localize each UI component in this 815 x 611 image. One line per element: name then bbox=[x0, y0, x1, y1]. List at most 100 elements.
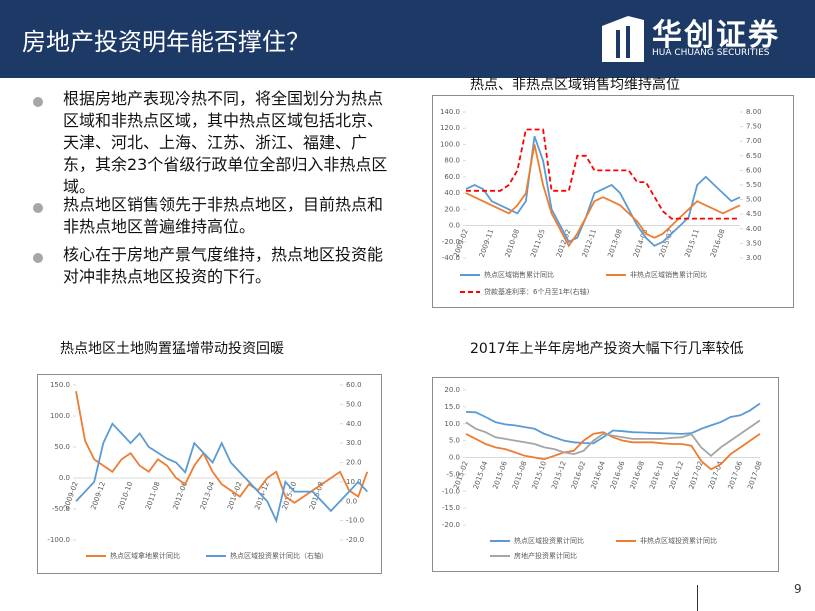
x-tick-label: 2010-10 bbox=[117, 481, 135, 511]
y-tick-label: 15.0 bbox=[444, 403, 460, 411]
x-tick-label: 2016-08 bbox=[709, 228, 727, 258]
y2-tick-label: 60.0 bbox=[346, 381, 362, 389]
x-tick-label: 2016-02 bbox=[570, 460, 588, 490]
series-line bbox=[465, 144, 741, 248]
chart-title: 热点、非热点区域销售均维持高位 bbox=[470, 77, 680, 93]
x-tick-label: 2010-08 bbox=[504, 228, 522, 258]
y-tick-label: 10.0 bbox=[444, 420, 460, 428]
y-tick-label: -10.0 bbox=[442, 487, 460, 495]
series-line bbox=[465, 402, 761, 445]
series-line bbox=[75, 391, 369, 504]
x-tick-label: 2017-02 bbox=[687, 460, 705, 490]
y-tick-label: -50.0 bbox=[52, 505, 70, 513]
chart-title: 2017年上半年房地产投资大幅下行几率较低 bbox=[470, 341, 744, 357]
chart-title: 热点地区土地购置猛增带动投资回暖 bbox=[60, 341, 284, 357]
x-tick-label: 2015-06 bbox=[491, 460, 509, 491]
x-tick-label: 2013-08 bbox=[606, 228, 624, 258]
x-tick-label: 2011-08 bbox=[144, 481, 162, 511]
y2-tick-label: 5.00 bbox=[746, 196, 762, 204]
y-tick-label: 80.0 bbox=[444, 157, 460, 165]
y-tick-label: 60.0 bbox=[444, 173, 460, 181]
bullet-dot bbox=[33, 97, 43, 107]
legend-label: 热点区域投资累计同比 bbox=[514, 536, 584, 545]
y2-tick-label: 40.0 bbox=[346, 420, 362, 428]
y-tick-label: 0.0 bbox=[59, 474, 70, 482]
logo-subtitle: HUA CHUANG SECURITIES bbox=[652, 48, 770, 58]
y2-tick-label: 0.0 bbox=[346, 497, 357, 505]
series-line bbox=[465, 431, 761, 471]
y2-tick-label: 30.0 bbox=[346, 439, 362, 447]
bullet-dot bbox=[33, 203, 43, 213]
y-tick-label: 0.0 bbox=[449, 454, 460, 462]
y-tick-label: -20.0 bbox=[442, 521, 460, 529]
y-tick-label: 40.0 bbox=[444, 189, 460, 197]
x-tick-label: 2014-05 bbox=[632, 228, 650, 258]
chart-frame bbox=[432, 377, 779, 572]
y-tick-label: 0.0 bbox=[449, 222, 460, 230]
y2-tick-label: 8.00 bbox=[746, 108, 762, 116]
x-tick-label: 2017-06 bbox=[727, 460, 745, 491]
y-tick-label: 20.0 bbox=[444, 386, 460, 394]
legend-label: 非热点区域投资累计同比 bbox=[640, 536, 717, 545]
bullet-text: 热点地区销售领先于非热点地区，目前热点和非热点地区普遍维持高位。 bbox=[63, 195, 384, 236]
y2-tick-label: -20.0 bbox=[346, 536, 364, 544]
x-tick-label: 2016-04 bbox=[589, 460, 607, 491]
y-tick-label: 100.0 bbox=[50, 412, 70, 420]
page-number: 9 bbox=[794, 582, 802, 596]
x-tick-label: 2015-11 bbox=[683, 228, 701, 258]
x-tick-label: 2017-08 bbox=[746, 460, 764, 490]
series-line bbox=[465, 419, 761, 457]
chart-frame bbox=[432, 95, 794, 308]
legend-label: 热点区域销售累计同比 bbox=[484, 270, 554, 279]
legend-label: 贷款基准利率：6个月至1年(右轴) bbox=[484, 287, 590, 296]
legend-label: 热点区域投资累计同比（右轴） bbox=[230, 551, 328, 560]
bullet-text: 核心在于房地产景气度维持，热点地区投资能对冲非热点地区投资的下行。 bbox=[63, 245, 384, 286]
x-tick-label: 2012-06 bbox=[171, 480, 189, 511]
series-line bbox=[465, 136, 741, 247]
x-tick-label: 2015-12 bbox=[550, 460, 568, 490]
series-line bbox=[466, 128, 740, 220]
y-tick-label: -100.0 bbox=[47, 536, 70, 544]
legend-label: 热点区域拿地累计同比 bbox=[110, 551, 180, 560]
y-tick-label: 5.0 bbox=[449, 437, 460, 445]
logo-icon bbox=[602, 16, 644, 62]
bullet-text: 根据房地产表现冷热不同，将全国划分为热点区域和非热点区域，其中热点区域包括北京、… bbox=[63, 89, 388, 196]
x-tick-label: 2016-08 bbox=[629, 460, 647, 490]
y2-tick-label: 3.00 bbox=[746, 254, 762, 262]
x-tick-label: 2012-11 bbox=[581, 228, 599, 258]
x-tick-label: 2015-04 bbox=[472, 460, 490, 491]
x-tick-label: 2011-05 bbox=[529, 228, 547, 258]
y2-tick-label: 6.00 bbox=[746, 166, 762, 174]
x-tick-label: 2009-11 bbox=[478, 228, 496, 258]
y-tick-label: -40.0 bbox=[442, 254, 460, 262]
y2-tick-label: 5.50 bbox=[746, 181, 762, 189]
slide-title: 房地产投资明年能否撑住？ bbox=[22, 28, 310, 56]
y2-tick-label: 20.0 bbox=[346, 459, 362, 467]
header-bar bbox=[0, 0, 815, 78]
y2-tick-label: 6.50 bbox=[746, 152, 762, 160]
y2-tick-label: 10.0 bbox=[346, 478, 362, 486]
y2-tick-label: -10.0 bbox=[346, 517, 364, 525]
y-tick-label: -20.0 bbox=[442, 238, 460, 246]
y-tick-label: 150.0 bbox=[50, 381, 70, 389]
y2-tick-label: 3.50 bbox=[746, 239, 762, 247]
chart-frame bbox=[37, 374, 382, 574]
y-tick-label: 140.0 bbox=[440, 108, 460, 116]
y2-tick-label: 4.00 bbox=[746, 225, 762, 233]
legend-label: 非热点区域销售累计同比 bbox=[630, 270, 707, 279]
x-tick-label: 2015-08 bbox=[511, 460, 529, 490]
x-tick-label: 2016-06 bbox=[609, 460, 627, 491]
y2-tick-label: 4.50 bbox=[746, 210, 762, 218]
x-tick-label: 2015-10 bbox=[531, 460, 549, 490]
y2-tick-label: 7.50 bbox=[746, 123, 762, 131]
y-tick-label: 120.0 bbox=[440, 124, 460, 132]
x-tick-label: 2009-02 bbox=[62, 481, 80, 511]
y-tick-label: 20.0 bbox=[444, 205, 460, 213]
y-tick-label: -5.0 bbox=[446, 470, 460, 478]
footer-rule bbox=[697, 585, 698, 611]
y-tick-label: 100.0 bbox=[440, 140, 460, 148]
series-line bbox=[75, 422, 368, 524]
logo-name: 华创证券 bbox=[652, 18, 780, 53]
